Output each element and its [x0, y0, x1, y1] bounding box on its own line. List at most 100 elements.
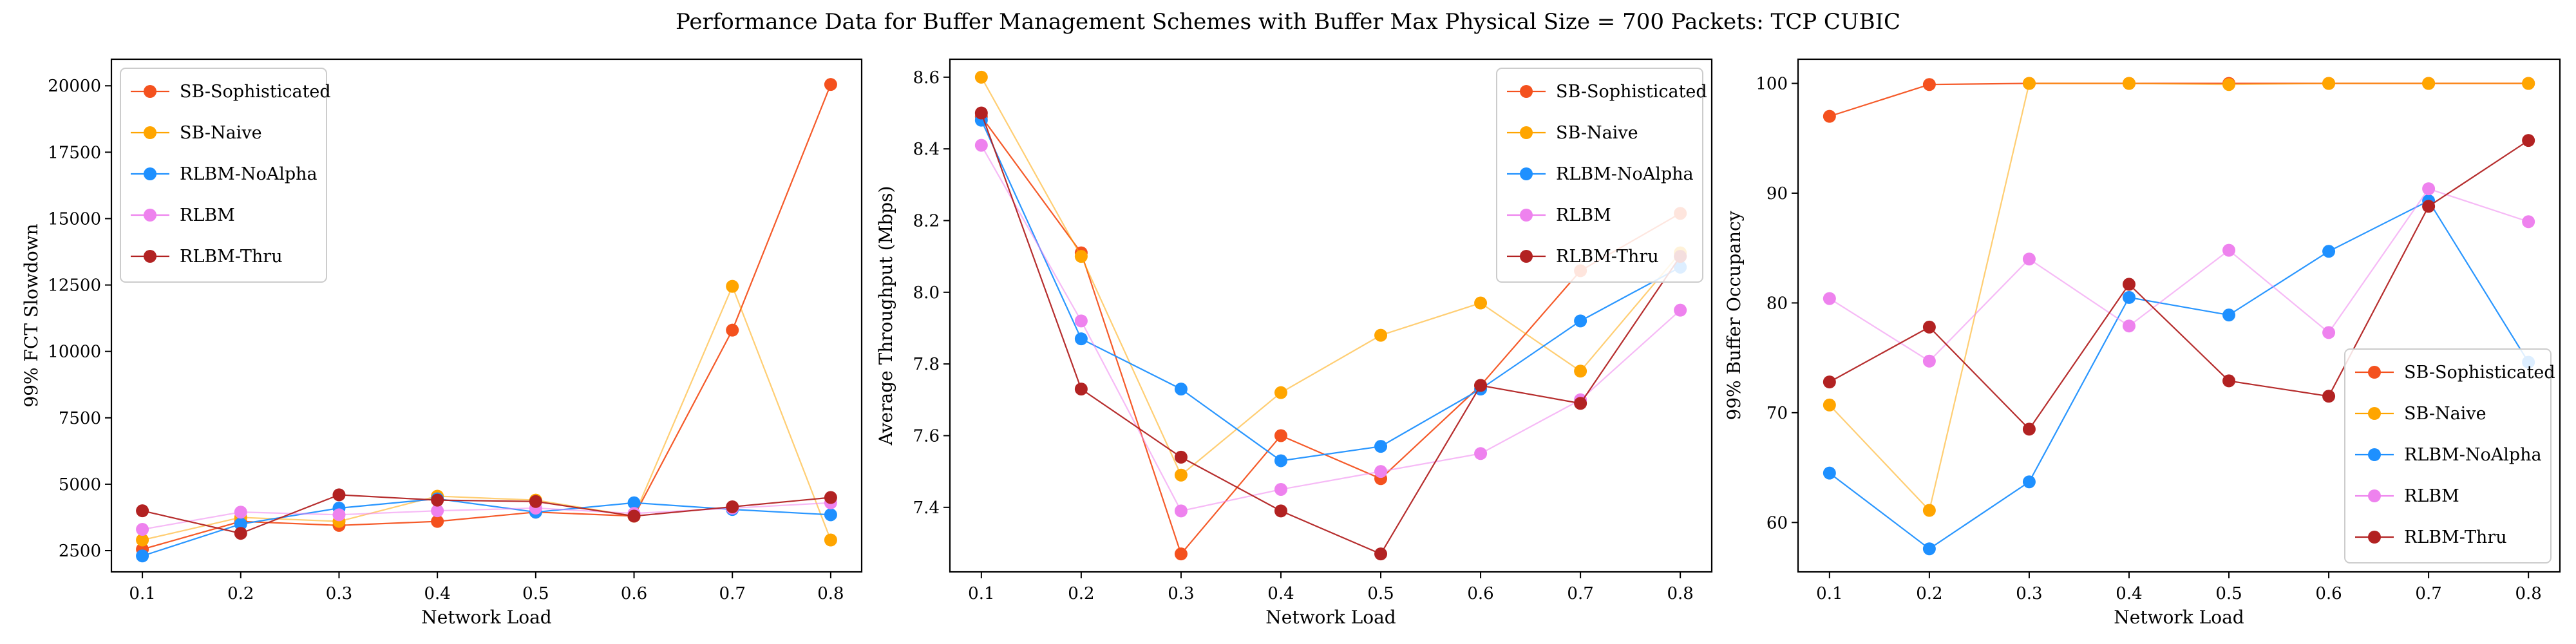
legend-marker [144, 209, 156, 222]
legend-marker [144, 167, 156, 180]
data-point [726, 323, 739, 337]
legend: SB-Sophisticated SB-Naive RLBM-NoAlpha RLBM… [120, 68, 331, 283]
legend-entry: RLBM-NoAlpha [1556, 164, 1694, 184]
data-point [2222, 78, 2236, 91]
legend-entry: SB-Naive [180, 123, 262, 143]
data-point [2322, 326, 2336, 339]
legend: SB-Sophisticated SB-Naive RLBM-NoAlpha RLBM… [1496, 68, 1707, 283]
data-point [974, 70, 988, 84]
x-axis-label: Network Load [1265, 607, 1396, 628]
data-point [136, 549, 149, 563]
y-tick-label: 7500 [59, 409, 101, 428]
data-point [1374, 440, 1388, 453]
series-line [142, 494, 831, 535]
legend-entry: RLBM-Thru [1556, 247, 1659, 267]
data-point [726, 279, 739, 293]
y-tick-label: 12500 [48, 276, 101, 296]
x-tick-label: 0.3 [326, 584, 352, 603]
legend-box [2344, 348, 2552, 564]
data-point [529, 495, 542, 508]
data-point [1922, 78, 1936, 91]
chart-panel-2: 0.1 0.2 0.3 0.4 0.5 0.6 0.7 0.8 7.4 7.6 7.8 8.0 8.2 8… [875, 58, 1713, 628]
series-line [1829, 82, 2529, 512]
x-tick-label: 0.2 [227, 584, 254, 603]
data-point [2422, 77, 2436, 90]
data-point [1174, 547, 1188, 561]
chart-panel-1: 0.1 0.2 0.3 0.4 0.5 0.6 0.7 0.8 2500 5000 7500 1000… [21, 58, 863, 628]
y-tick-label: 8.2 [913, 211, 940, 231]
series-line [980, 145, 1681, 512]
legend-entry: SB-Naive [1556, 123, 1638, 143]
data-point [234, 527, 247, 540]
legend-entry: RLBM [180, 205, 235, 225]
y-tick-label: 70 [1766, 404, 1788, 423]
legend-marker [1520, 209, 1533, 222]
data-point [1823, 466, 1836, 480]
legend-marker [2368, 407, 2381, 420]
legend-entry: RLBM-Thru [180, 247, 283, 267]
x-tick-label: 0.8 [2515, 584, 2541, 603]
series-line [1829, 200, 2530, 550]
data-point [332, 488, 346, 502]
y-tick-label: 20000 [48, 77, 101, 96]
legend-entry: RLBM-Thru [2404, 527, 2507, 547]
data-point [234, 517, 247, 531]
data-point [1074, 332, 1088, 346]
data-point [1074, 314, 1088, 328]
x-tick-label: 0.5 [2215, 584, 2242, 603]
x-tick-label: 0.5 [522, 584, 549, 603]
data-point [1274, 429, 1287, 442]
data-point [1574, 397, 1587, 410]
y-tick-label: 5000 [59, 475, 101, 495]
data-point [2322, 390, 2336, 403]
y-tick-label: 80 [1766, 294, 1788, 313]
x-tick-label: 0.1 [129, 584, 155, 603]
legend-box [120, 68, 327, 283]
data-point [332, 508, 346, 522]
x-tick-label: 0.3 [2016, 584, 2042, 603]
data-point [1922, 320, 1936, 334]
x-axis-label: Network Load [2114, 607, 2244, 628]
data-point [1174, 504, 1188, 518]
data-point [2122, 278, 2136, 291]
data-point [2522, 215, 2535, 229]
data-point [1174, 383, 1188, 396]
x-tick-label: 0.5 [1367, 584, 1394, 603]
plot-frame [110, 58, 863, 573]
legend-entry: RLBM [2404, 486, 2459, 506]
legend-marker [144, 250, 156, 263]
y-tick-label: 10000 [48, 343, 101, 362]
data-point [824, 508, 837, 522]
data-point [1823, 292, 1836, 305]
legend-marker [2368, 489, 2381, 502]
data-point [1474, 447, 1488, 460]
data-point [1074, 250, 1088, 263]
data-point [234, 506, 247, 519]
x-tick-label: 0.7 [2415, 584, 2441, 603]
data-point [136, 523, 149, 536]
data-point [136, 533, 149, 547]
data-point [2022, 475, 2036, 489]
legend-entry: RLBM-NoAlpha [2404, 445, 2542, 465]
y-tick-label: 15000 [48, 209, 101, 229]
y-axis-label: 99% Buffer Occupancy [1723, 211, 1745, 420]
legend-entry: RLBM [1556, 205, 1611, 225]
x-tick-label: 0.4 [424, 584, 450, 603]
plot-frame [1797, 58, 2561, 573]
data-point [2222, 374, 2236, 388]
series-3 [974, 138, 1687, 518]
data-point [431, 493, 444, 507]
data-point [2022, 77, 2036, 90]
y-tick-label: 17500 [48, 143, 101, 162]
legend-marker [2368, 366, 2381, 379]
data-point [2322, 245, 2336, 258]
y-tick-label: 8.6 [913, 68, 940, 88]
y-tick-label: 8.4 [913, 140, 940, 159]
data-point [974, 106, 988, 120]
series-4 [136, 488, 837, 540]
data-point [2222, 308, 2236, 322]
data-point [2522, 134, 2535, 147]
data-point [974, 138, 988, 152]
x-tick-label: 0.6 [2315, 584, 2342, 603]
